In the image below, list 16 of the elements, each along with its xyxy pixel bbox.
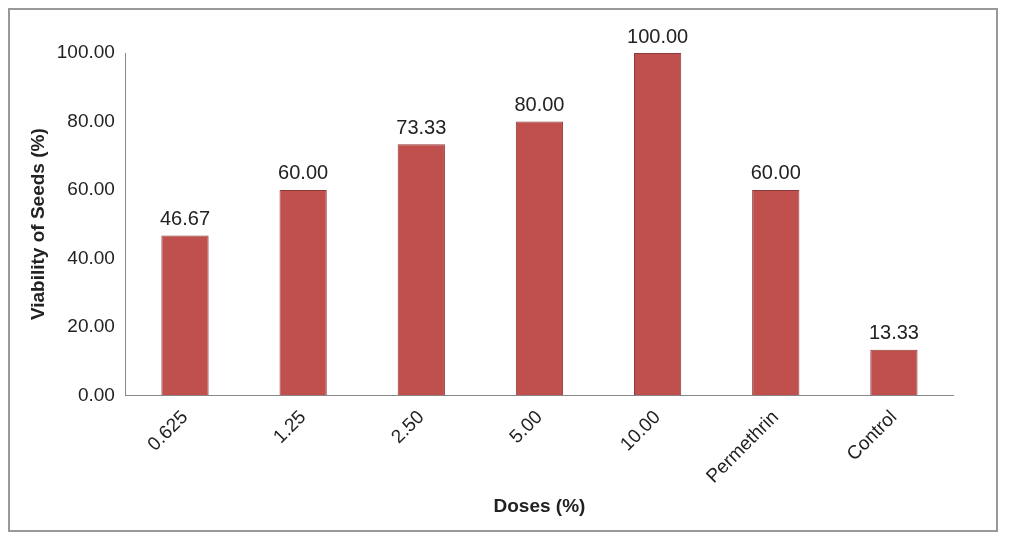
x-tick-label: 5.00 <box>504 406 546 448</box>
y-axis-title: Viability of Seeds (%) <box>26 128 48 321</box>
y-tick-label: 20.00 <box>67 315 115 337</box>
y-tick-label: 40.00 <box>67 246 115 268</box>
data-label: 60.00 <box>750 161 801 184</box>
data-label: 13.33 <box>868 321 919 344</box>
data-label: 100.00 <box>627 24 689 47</box>
data-label: 46.67 <box>159 207 211 230</box>
y-tick-label: 60.00 <box>67 178 115 200</box>
data-label: 60.00 <box>278 161 329 184</box>
data-label: 73.33 <box>396 115 447 138</box>
y-tick-label: 80.00 <box>67 109 115 131</box>
y-tick-label: 0.00 <box>77 383 115 405</box>
y-tick-label: 100.00 <box>56 41 115 63</box>
data-label: 80.00 <box>514 92 565 115</box>
x-axis-title: Doses (%) <box>493 494 586 516</box>
